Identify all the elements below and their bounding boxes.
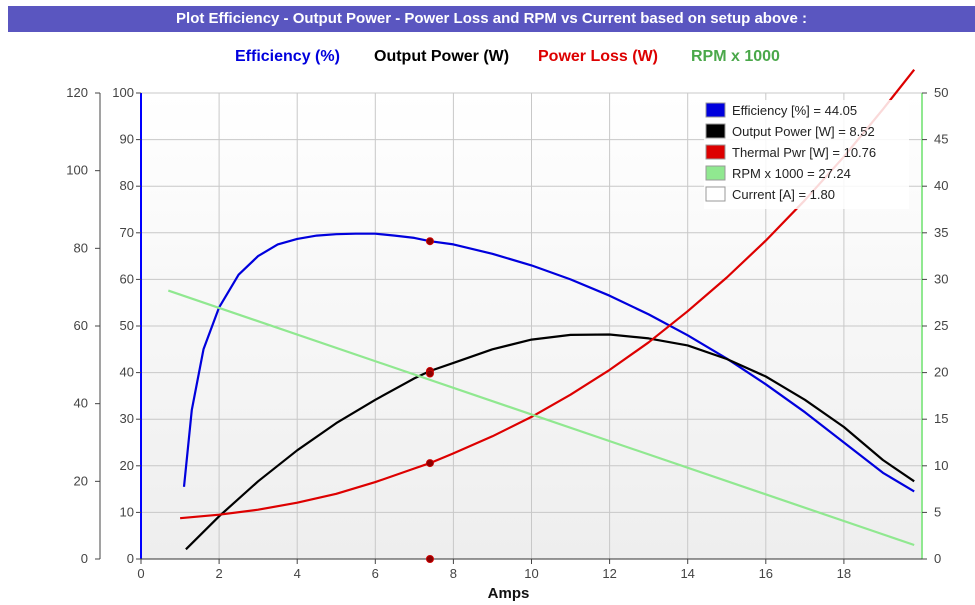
right-tick-label: 0 [934, 551, 941, 566]
inner-left-tick-label: 90 [120, 132, 134, 147]
x-tick-label: 4 [294, 566, 301, 581]
right-tick-label: 50 [934, 85, 948, 100]
x-tick-label: 12 [602, 566, 616, 581]
series-line-3 [167, 289, 915, 547]
outer-left-tick-label: 120 [66, 85, 88, 100]
right-tick-label: 30 [934, 271, 948, 286]
x-tick-label: 0 [137, 566, 144, 581]
legend-swatch [705, 165, 726, 181]
right-tick-label: 5 [934, 504, 941, 519]
page-title: Plot Efficiency - Output Power - Power L… [176, 10, 807, 27]
legend-output-power: Output Power (W) [374, 48, 510, 65]
outer-left-tick-label: 20 [74, 473, 88, 488]
inner-left-tick-label: 20 [120, 458, 134, 473]
inner-left-tick-label: 0 [127, 551, 134, 566]
series-line-0 [182, 232, 915, 493]
x-tick-label: 18 [837, 566, 851, 581]
right-tick-label: 20 [934, 365, 948, 380]
top-legend: Efficiency (%) Output Power (W) Power Lo… [0, 48, 975, 70]
outer-left-tick-label: 60 [74, 318, 88, 333]
legend-rpm: RPM x 1000 [691, 48, 780, 65]
inner-left-tick-label: 40 [120, 365, 134, 380]
outer-left-tick-label: 100 [66, 163, 88, 178]
legend-box [704, 100, 909, 209]
series-line-2 [180, 69, 916, 520]
x-tick-label: 10 [524, 566, 538, 581]
legend-swatch [705, 123, 726, 139]
legend-entry: Thermal Pwr [W] = 10.76 [732, 145, 876, 160]
x-tick-label: 6 [372, 566, 379, 581]
inner-left-tick-label: 80 [120, 178, 134, 193]
legend-entry: RPM x 1000 = 27.24 [732, 166, 851, 181]
series-line-1 [185, 333, 915, 551]
inner-left-tick-label: 30 [120, 411, 134, 426]
right-tick-label: 15 [934, 411, 948, 426]
x-tick-label: 8 [450, 566, 457, 581]
right-tick-label: 35 [934, 225, 948, 240]
outer-left-tick-label: 40 [74, 396, 88, 411]
data-marker [425, 555, 434, 563]
data-marker [425, 237, 434, 246]
inner-left-tick-label: 100 [112, 85, 134, 100]
x-tick-label: 14 [680, 566, 694, 581]
inner-left-tick-label: 50 [120, 318, 134, 333]
right-tick-label: 25 [934, 318, 948, 333]
x-tick-label: 16 [759, 566, 773, 581]
data-marker [425, 369, 434, 378]
legend-entry: Efficiency [%] = 44.05 [732, 103, 857, 118]
outer-left-tick-label: 0 [81, 551, 88, 566]
inner-left-tick-label: 60 [120, 271, 134, 286]
inner-left-tick-label: 70 [120, 225, 134, 240]
legend-efficiency: Efficiency (%) [235, 48, 340, 65]
x-axis-label: Amps [488, 585, 530, 602]
x-tick-label: 2 [215, 566, 222, 581]
legend-swatch [705, 186, 726, 202]
right-tick-label: 45 [934, 132, 948, 147]
inner-left-tick-label: 10 [120, 504, 134, 519]
legend-entry: Current [A] = 1.80 [732, 187, 835, 202]
right-tick-label: 10 [934, 458, 948, 473]
data-marker [425, 459, 434, 468]
right-tick-label: 40 [934, 178, 948, 193]
outer-left-tick-label: 80 [74, 240, 88, 255]
legend-entry: Output Power [W] = 8.52 [732, 124, 875, 139]
legend-swatch [705, 102, 726, 118]
legend-swatch [705, 144, 726, 160]
legend-power-loss: Power Loss (W) [538, 48, 659, 65]
page-title-bar: Plot Efficiency - Output Power - Power L… [8, 6, 975, 32]
